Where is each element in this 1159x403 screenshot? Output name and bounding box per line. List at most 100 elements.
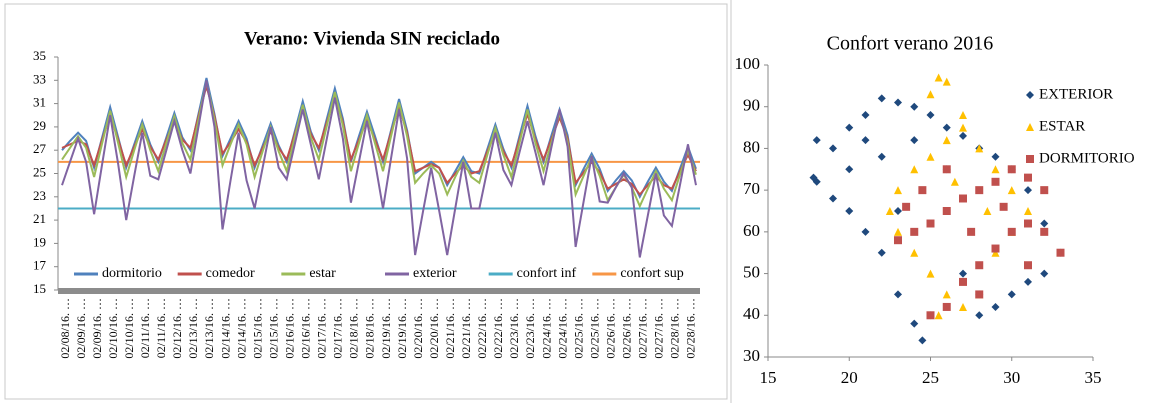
y-tick-label: 100 [735,54,761,73]
point [1040,186,1049,195]
y-tick-label: 40 [743,304,760,323]
point [959,277,967,286]
y-tick-label: 15 [33,281,46,296]
point [902,202,911,211]
legend-label: estar [309,266,336,281]
point [910,102,919,111]
y-tick-label: 33 [33,71,46,86]
series-line [61,80,697,258]
point [942,165,951,174]
x-tick-label: 02/10/16. … [122,298,136,359]
point [959,269,967,278]
y-tick-label: 50 [743,262,760,281]
y-tick-label: 80 [743,137,760,156]
x-tick-label: 02/25/16. … [571,298,585,359]
point [967,227,976,236]
point [975,261,984,270]
legend-label: dormitorio [102,266,162,281]
y-tick-label: 35 [33,48,46,63]
legend-swatch [1026,155,1034,163]
legend-label: comedor [206,266,255,281]
point [885,207,894,215]
point [877,94,886,103]
legend-label: EXTERIOR [1039,86,1113,102]
point [975,290,984,299]
y-tick-label: 70 [743,179,760,198]
point [942,136,951,145]
point [950,177,959,186]
x-tick-label: 20 [841,368,858,387]
x-tick-label: 02/27/16. … [652,298,666,359]
point [1007,186,1016,195]
y-tick-label: 23 [33,188,46,203]
point [1024,219,1032,228]
point [959,123,967,132]
x-tick-label: 25 [922,368,939,387]
point [942,77,951,86]
x-tick-label: 02/21/16. … [443,298,457,359]
x-tick-label: 02/09/16. … [74,298,88,359]
point [942,207,951,215]
point [829,144,837,153]
point [845,123,854,132]
legend-label: confort inf [517,266,577,281]
point [910,319,919,328]
x-tick-label: 02/19/16. … [395,298,409,359]
point [999,202,1008,211]
point [934,73,943,82]
x-tick-label: 30 [1003,368,1020,387]
x-tick-label: 02/24/16. … [539,298,553,359]
point [910,165,919,174]
point [894,290,902,299]
point [809,173,818,182]
point [975,311,984,320]
x-tick-label: 02/24/16. … [555,298,569,359]
legend-swatch [1026,91,1034,99]
x-tick-label: 15 [760,368,777,387]
x-tick-label: 02/15/16. … [250,298,264,359]
x-tick-label: 02/22/16. … [491,298,505,359]
x-tick-label: 02/17/16. … [331,298,345,359]
x-tick-label: 02/26/16. … [620,298,634,359]
x-tick-label: 02/18/16. … [347,298,361,359]
x-tick-label: 02/18/16. … [363,298,377,359]
point [861,111,870,120]
point [894,186,902,195]
x-tick-label: 02/14/16. … [218,298,232,359]
point [910,248,919,257]
point [1007,227,1016,236]
point [959,111,967,120]
point [1040,219,1049,228]
x-tick-label: 02/11/16. … [154,298,168,358]
y-tick-label: 25 [33,164,46,179]
x-axis [58,288,700,294]
y-tick-label: 27 [33,141,47,156]
x-tick-label: 02/17/16. … [315,298,329,359]
point [1007,165,1016,174]
point [1007,290,1016,299]
y-tick-label: 17 [33,258,47,273]
x-tick-label: 02/08/16. … [58,298,72,359]
point [991,165,1000,174]
point [877,152,886,161]
point [1040,227,1049,236]
x-tick-label: 02/10/16. … [106,298,120,359]
point [910,227,919,236]
x-tick-label: 02/25/16. … [587,298,601,359]
x-tick-label: 02/26/16. … [603,298,617,359]
y-tick-label: 31 [33,95,46,110]
x-tick-label: 02/23/16. … [523,298,537,359]
x-tick-label: 02/11/16. … [138,298,152,358]
point [894,236,902,245]
x-tick-label: 02/13/16. … [186,298,200,359]
x-tick-label: 02/14/16. … [234,298,248,359]
x-tick-label: 02/16/16. … [299,298,313,359]
chart-title: Verano: Vivienda SIN reciclado [244,28,500,49]
point [845,165,854,174]
point [861,136,870,145]
point [894,227,902,236]
point [991,248,1000,257]
point [861,227,870,236]
point [1024,207,1032,215]
